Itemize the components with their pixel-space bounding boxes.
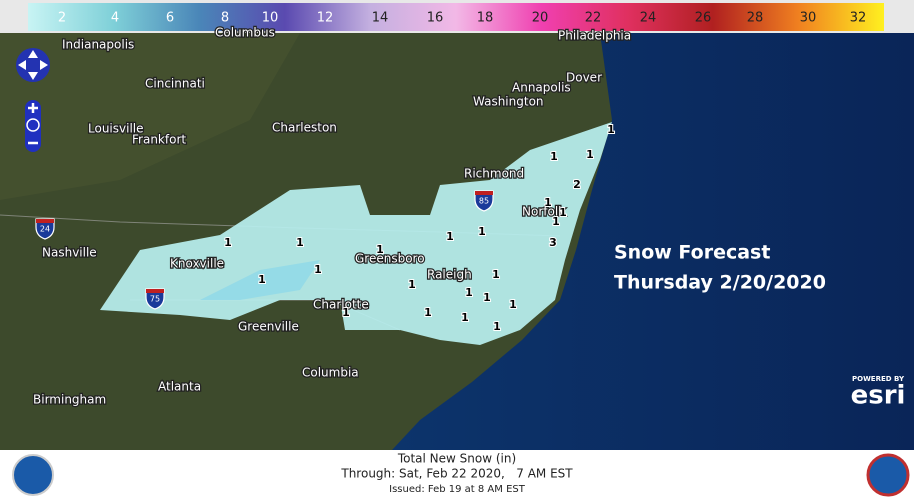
city-label: Columbus — [215, 26, 275, 40]
snow-amount: 1 — [509, 298, 517, 311]
pan-down[interactable] — [28, 72, 38, 80]
home-icon[interactable] — [26, 118, 40, 132]
interstate-shield — [145, 288, 165, 310]
legend-label: 16 — [427, 11, 444, 26]
snow-amount: 1 — [342, 306, 350, 319]
legend-label: 4 — [111, 11, 119, 26]
footer-through: Through: Sat, Feb 22 2020, 7 AM EST — [340, 467, 573, 481]
snow-amount: 3 — [549, 236, 557, 249]
pan-left[interactable] — [18, 60, 26, 70]
legend-label: 20 — [532, 11, 549, 26]
snow-amount: 1 — [552, 215, 560, 228]
city-label: Indianapolis — [62, 38, 134, 52]
legend-bar — [28, 3, 884, 31]
legend-label: 28 — [747, 11, 764, 26]
snow-amount: 1 — [296, 236, 304, 249]
city-label: Philadelphia — [558, 29, 631, 43]
snow-amount: 1 — [446, 230, 454, 243]
legend-label: 14 — [372, 11, 389, 26]
zoom-control[interactable] — [25, 100, 41, 152]
legend-label: 30 — [800, 11, 817, 26]
footer-bg — [0, 450, 914, 497]
interstate-number: 24 — [40, 225, 50, 234]
city-label: Greenville — [238, 320, 299, 334]
legend-label: 12 — [317, 11, 334, 26]
city-label: Atlanta — [158, 380, 201, 394]
snow-amount: 1 — [376, 243, 384, 256]
legend-label: 6 — [166, 11, 174, 26]
legend-label: 32 — [850, 11, 867, 26]
interstate-shield — [474, 190, 494, 212]
esri-brand: esri — [851, 381, 906, 411]
city-label: Columbia — [302, 366, 359, 380]
pan-control[interactable] — [16, 48, 50, 82]
legend-label: 22 — [585, 11, 602, 26]
legend-label: 24 — [640, 11, 657, 26]
footer-issued: Issued: Feb 19 at 8 AM EST — [389, 484, 526, 495]
snow-amount: 1 — [465, 286, 473, 299]
footer-title: Total New Snow (in) — [397, 452, 516, 466]
snow-amount: 1 — [478, 225, 486, 238]
snow-amount: 1 — [408, 278, 416, 291]
legend-label: 26 — [695, 11, 712, 26]
zoom-icons[interactable] — [28, 103, 38, 145]
interstate-number: 75 — [150, 295, 160, 304]
powered-by: POWERED BY — [852, 375, 905, 383]
snow-amount: 1 — [483, 291, 491, 304]
interstate-cap — [146, 289, 164, 293]
city-label: Dover — [566, 71, 602, 85]
city-label: Nashville — [42, 246, 97, 260]
legend-label: 10 — [262, 11, 279, 26]
legend-label: 2 — [58, 11, 66, 26]
snow-amount: 1 — [493, 320, 501, 333]
pan-up[interactable] — [28, 50, 38, 58]
interstate-cap — [475, 191, 493, 195]
pan-right[interactable] — [40, 60, 48, 70]
interstate-shield — [35, 218, 55, 240]
city-label: Annapolis — [512, 81, 571, 95]
snow-amount: 2 — [573, 178, 581, 191]
snow-amount: 1 — [544, 196, 552, 209]
snow-amount: 1 — [258, 273, 266, 286]
city-label: Frankfort — [132, 133, 186, 147]
city-label: Norfolk — [522, 205, 565, 219]
nws-logo — [866, 453, 910, 497]
overlay-date: Thursday 2/20/2020 — [614, 272, 826, 294]
city-label: Charlotte — [313, 298, 369, 312]
noaa-logo — [12, 454, 54, 496]
snow-amount: 1 — [607, 123, 615, 136]
city-label: Charleston — [272, 121, 337, 135]
snow-amount: 1 — [224, 236, 232, 249]
snow-amount: 1 — [559, 206, 567, 219]
city-label: Greensboro — [355, 252, 425, 266]
overlay-title: Snow Forecast — [614, 242, 770, 264]
pan-ring[interactable] — [16, 48, 50, 82]
city-label: Richmond — [464, 167, 524, 181]
city-label: Cincinnati — [145, 77, 205, 91]
city-label: Birmingham — [33, 393, 106, 407]
snow-amount: 1 — [461, 311, 469, 324]
snow-amount: 1 — [586, 148, 594, 161]
city-label: Knoxville — [170, 257, 224, 271]
land-shade — [0, 33, 300, 200]
city-label: Raleigh — [427, 268, 472, 282]
city-label: Washington — [473, 95, 544, 109]
snow-amount: 1 — [550, 150, 558, 163]
snow-amount: 1 — [314, 263, 322, 276]
interstate-cap — [36, 219, 54, 223]
interstate-number: 85 — [479, 197, 489, 206]
city-label: Louisville — [88, 122, 144, 136]
legend-label: 8 — [221, 11, 229, 26]
snow-area-heavier — [200, 260, 320, 300]
snow-amount: 1 — [424, 306, 432, 319]
snow-amount: 1 — [492, 268, 500, 281]
legend-label: 18 — [477, 11, 494, 26]
